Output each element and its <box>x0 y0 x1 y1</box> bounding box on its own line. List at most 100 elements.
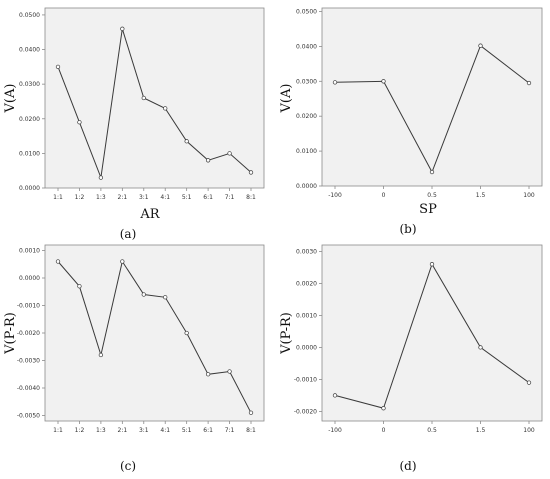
y-tick-label: -0.0020 <box>294 408 317 415</box>
x-tick-label: 7:1 <box>225 427 235 434</box>
data-point <box>141 95 146 101</box>
data-point <box>163 295 168 300</box>
y-tick-label: 0.0000 <box>296 344 317 351</box>
x-tick-label: 6:1 <box>203 194 213 201</box>
y-axis-label-a: V(A) <box>3 84 18 114</box>
x-tick-label: -100 <box>328 427 342 434</box>
data-point <box>120 259 125 264</box>
x-tick-label: 1:3 <box>96 194 106 201</box>
y-tick-label: -0.0010 <box>294 376 317 383</box>
data-point <box>332 393 338 398</box>
x-tick-label: 4:1 <box>160 194 170 201</box>
x-tick-label: 2:1 <box>118 194 128 201</box>
x-tick-label: 2:1 <box>118 427 128 434</box>
x-axis-label-a: AR <box>139 207 160 222</box>
x-tick-label: 100 <box>523 192 535 199</box>
y-tick-label: 0.0400 <box>296 43 317 50</box>
x-tick-label: 1:2 <box>75 194 85 201</box>
panel-label-c: (c) <box>120 459 136 473</box>
data-point <box>55 259 61 264</box>
data-point <box>77 120 82 125</box>
data-point <box>163 106 168 111</box>
y-tick-label: 0.0200 <box>19 116 40 123</box>
data-point <box>77 284 82 289</box>
x-tick-label: 5:1 <box>182 427 192 434</box>
x-tick-label: 1:1 <box>53 194 63 201</box>
y-tick-label: 0.0300 <box>19 81 40 88</box>
data-point <box>526 380 532 385</box>
x-tick-label: 7:1 <box>225 194 235 201</box>
y-tick-label: 0.0300 <box>296 78 317 85</box>
x-tick-label: -100 <box>328 192 342 199</box>
data-point <box>205 158 211 163</box>
x-tick-label: 1.5 <box>476 192 486 199</box>
y-tick-label: 0.0100 <box>296 148 317 155</box>
y-tick-label: 0.0500 <box>19 12 40 19</box>
y-tick-label: 0.0010 <box>296 312 317 319</box>
x-tick-label: 0.5 <box>427 427 437 434</box>
marks-c: 0.0010 0.0000 -0.0010 -0.0020 -0.0030 -0.0040… <box>17 248 256 435</box>
x-tick-label: 100 <box>523 427 535 434</box>
marks-a: 0.0000 0.0100 0.0200 0.0300 0.0400 0.0500 1:1 1… <box>19 12 256 201</box>
data-point <box>429 262 435 267</box>
plot-area-b <box>321 7 543 187</box>
x-tick-label: 3:1 <box>139 427 149 434</box>
x-tick-label: 1:1 <box>53 427 63 434</box>
data-point <box>478 345 483 350</box>
data-point <box>120 26 125 31</box>
data-point <box>98 175 104 180</box>
y-tick-label: 0.0000 <box>296 183 317 190</box>
x-tick-label: 0 <box>382 192 386 199</box>
y-tick-label: -0.0020 <box>17 330 40 337</box>
y-axis-label-b: V(A) <box>279 84 294 114</box>
marks-b: 0.0000 0.0100 0.0200 0.0300 0.0400 0.0500 -100… <box>296 8 535 199</box>
data-point <box>248 410 254 415</box>
plot-area-a <box>44 7 265 189</box>
data-point <box>227 151 232 156</box>
y-tick-label: -0.0030 <box>17 358 40 365</box>
plot-area-c <box>44 244 265 422</box>
panel-label-b: (b) <box>399 222 416 236</box>
panel-b: 0.0000 0.0100 0.0200 0.0300 0.0400 0.0500 -100… <box>279 7 543 236</box>
plot-area-d <box>321 244 543 422</box>
x-tick-label: 3:1 <box>139 194 149 201</box>
data-point <box>478 43 483 48</box>
panel-a: 0.0000 0.0100 0.0200 0.0300 0.0400 0.0500 1:1 1… <box>3 7 265 241</box>
x-tick-label: 1:3 <box>96 427 106 434</box>
y-tick-label: 0.0200 <box>296 113 317 120</box>
data-point <box>248 170 254 175</box>
x-tick-label: 8:1 <box>246 427 256 434</box>
panel-label-d: (d) <box>399 459 416 473</box>
data-point <box>141 292 146 297</box>
x-axis-label-b: SP <box>419 202 437 217</box>
y-tick-label: 0.0020 <box>296 280 317 287</box>
panel-c: 0.0010 0.0000 -0.0010 -0.0020 -0.0030 -0.0040… <box>3 244 265 473</box>
x-tick-label: 0.5 <box>427 192 437 199</box>
series-line <box>57 28 252 180</box>
y-tick-label: 0.0500 <box>296 8 317 15</box>
data-point <box>227 369 232 374</box>
x-tick-label: 1:2 <box>75 427 85 434</box>
data-point <box>205 372 211 377</box>
x-tick-label: 4:1 <box>160 427 170 434</box>
y-tick-label: 0.0030 <box>296 248 317 255</box>
data-point <box>184 139 189 144</box>
data-point <box>55 64 61 69</box>
panel-label-a: (a) <box>120 227 137 241</box>
data-point <box>381 406 386 411</box>
panel-d: 0.0030 0.0020 0.0010 0.0000 -0.0010 -0.0020 -1… <box>279 244 543 473</box>
y-tick-label: 0.0010 <box>19 248 40 255</box>
x-tick-label: 8:1 <box>246 194 256 201</box>
x-tick-label: 5:1 <box>182 194 192 201</box>
data-point <box>332 80 338 85</box>
marks-d: 0.0030 0.0020 0.0010 0.0000 -0.0010 -0.0020 -1… <box>294 248 535 434</box>
y-tick-label: -0.0050 <box>17 413 40 420</box>
data-point <box>98 352 104 358</box>
y-axis-label-c: V(P-R) <box>3 312 18 355</box>
y-tick-label: -0.0040 <box>17 385 40 392</box>
data-point <box>381 79 386 84</box>
x-tick-label: 1.5 <box>476 427 486 434</box>
series-line <box>57 260 252 414</box>
y-tick-label: 0.0000 <box>19 185 40 192</box>
